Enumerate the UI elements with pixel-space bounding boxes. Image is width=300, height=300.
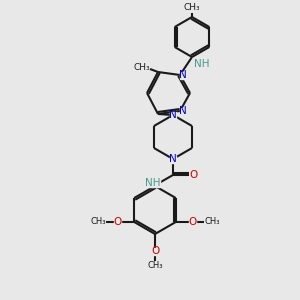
Text: CH₃: CH₃ xyxy=(184,4,200,13)
Text: NH: NH xyxy=(194,59,210,69)
Bar xyxy=(114,218,121,226)
Bar xyxy=(196,60,208,68)
Text: NH: NH xyxy=(145,178,161,188)
Bar xyxy=(146,179,160,187)
Bar xyxy=(180,107,186,115)
Text: N: N xyxy=(179,106,187,116)
Bar xyxy=(189,218,196,226)
Text: N: N xyxy=(169,154,177,164)
Text: O: O xyxy=(113,217,121,227)
Text: CH₃: CH₃ xyxy=(91,218,106,226)
Text: N: N xyxy=(179,70,187,80)
Text: N: N xyxy=(169,110,177,120)
Text: CH₃: CH₃ xyxy=(147,262,163,271)
Bar xyxy=(152,248,158,254)
Text: CH₃: CH₃ xyxy=(134,62,150,71)
Text: CH₃: CH₃ xyxy=(204,218,220,226)
Text: O: O xyxy=(189,170,197,180)
Bar xyxy=(180,71,186,79)
Bar xyxy=(170,112,176,118)
Text: O: O xyxy=(151,246,159,256)
Bar xyxy=(170,155,176,163)
Bar xyxy=(190,172,196,178)
Text: O: O xyxy=(189,217,197,227)
